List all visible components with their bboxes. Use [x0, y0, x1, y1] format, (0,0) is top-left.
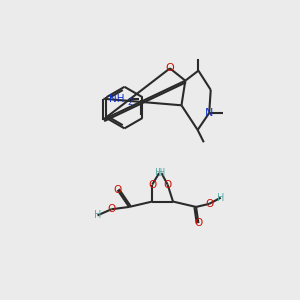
Text: O: O — [107, 204, 116, 214]
Text: H: H — [217, 193, 224, 203]
Text: O: O — [194, 218, 202, 228]
Text: O: O — [113, 185, 122, 195]
Text: O: O — [148, 180, 156, 190]
Text: O: O — [164, 180, 172, 190]
Text: O: O — [205, 199, 213, 209]
Text: H: H — [155, 168, 163, 178]
Text: H: H — [94, 210, 101, 220]
Text: N: N — [205, 108, 213, 118]
Text: H: H — [158, 168, 165, 178]
Text: NH: NH — [109, 94, 124, 104]
Text: O: O — [166, 63, 174, 73]
Text: 2: 2 — [127, 98, 132, 107]
